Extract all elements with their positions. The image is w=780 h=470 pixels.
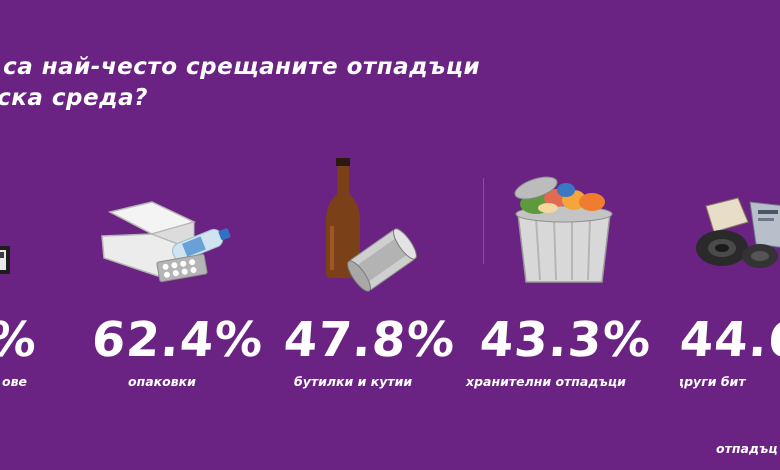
stat-item-packaging: 62.4% опаковки [90,0,265,470]
mixed-waste-icon [686,150,780,295]
packaging-icon [98,150,238,295]
plastic-bag-icon [0,150,14,295]
stat-item-other: 44.6 други бит отпадъц [680,0,780,470]
stat-label: други бит [680,374,746,389]
stat-percent: 43.3% [478,312,654,368]
stat-percent: % [0,312,40,368]
stat-label: опаковки [128,374,196,389]
stat-label: ове [2,374,27,389]
stat-item-food: 43.3% хранителни отпадъци [466,0,660,470]
stat-label-line2: отпадъц [716,441,778,456]
food-waste-bin-icon [506,150,622,295]
stat-percent: 44.6 [680,312,780,368]
stat-percent: 62.4% [90,312,266,368]
stat-percent: 47.8% [282,312,458,368]
page-title: и са най-често срещаните отпадъци дска с… [0,54,481,111]
stat-item-bottles: 47.8% бутилки и кутии [282,0,458,470]
stat-label: хранителни отпадъци [466,374,626,389]
stat-label: бутилки и кутии [294,374,413,389]
divider [483,178,484,264]
stat-item-bags: % ове [0,0,60,470]
bottle-and-can-icon [320,150,420,295]
